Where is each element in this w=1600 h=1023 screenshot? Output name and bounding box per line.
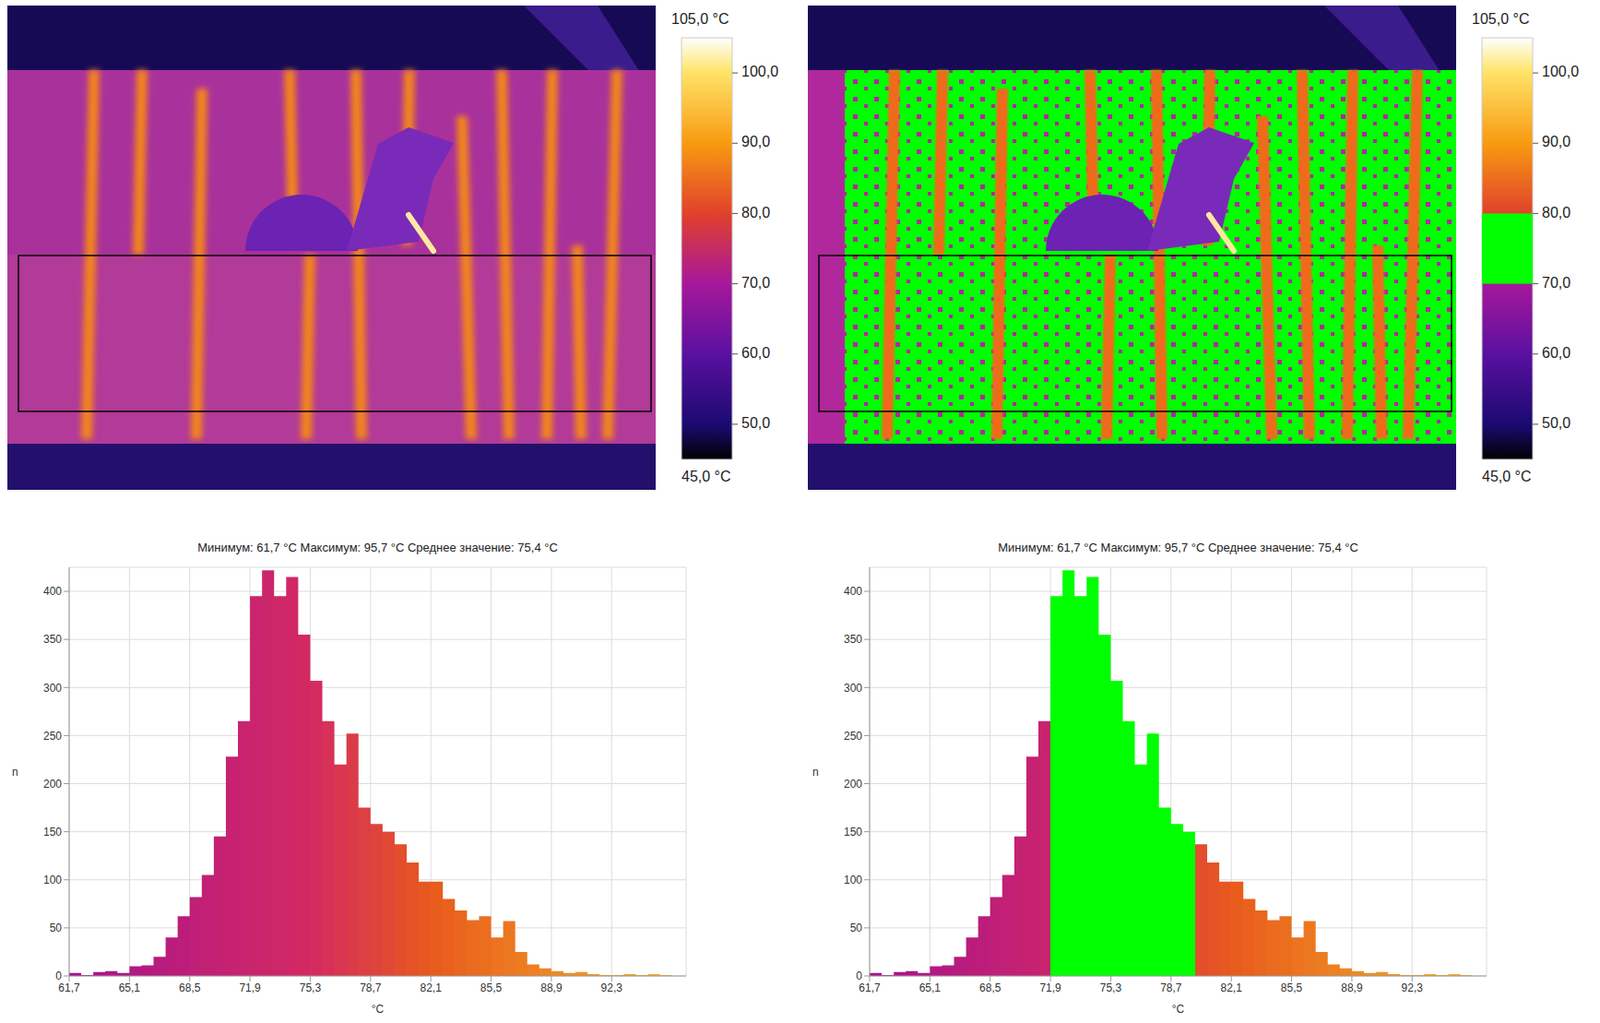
svg-text:45,0 °C: 45,0 °C bbox=[681, 468, 732, 485]
svg-text:68,5: 68,5 bbox=[979, 981, 1002, 995]
svg-text:n: n bbox=[11, 765, 19, 779]
svg-text:71,9: 71,9 bbox=[1039, 981, 1062, 995]
svg-text:70,0: 70,0 bbox=[1541, 274, 1571, 291]
svg-text:300: 300 bbox=[843, 681, 863, 695]
svg-text:105,0 °C: 105,0 °C bbox=[1471, 11, 1529, 27]
svg-text:°C: °C bbox=[371, 1002, 385, 1015]
html-text:Минимум: 61,7 °C Максимум: 95,: Минимум: 61,7 °C Максимум: 95,7 °C Средн… bbox=[997, 540, 1359, 555]
svg-text:60,0: 60,0 bbox=[1541, 344, 1571, 361]
svg-text:°C: °C bbox=[1172, 1002, 1186, 1015]
svg-text:350: 350 bbox=[843, 632, 863, 646]
svg-text:61,7: 61,7 bbox=[58, 981, 81, 995]
svg-text:200: 200 bbox=[43, 777, 62, 791]
svg-text:78,7: 78,7 bbox=[1160, 981, 1183, 995]
svg-text:0: 0 bbox=[55, 969, 62, 983]
svg-text:65,1: 65,1 bbox=[118, 981, 142, 995]
svg-text:100,0: 100,0 bbox=[741, 63, 779, 80]
svg-text:50: 50 bbox=[49, 921, 63, 935]
svg-text:82,1: 82,1 bbox=[1220, 981, 1243, 995]
svg-text:80,0: 80,0 bbox=[741, 204, 771, 221]
svg-text:92,3: 92,3 bbox=[601, 981, 624, 995]
svg-text:350: 350 bbox=[43, 632, 62, 646]
svg-text:50,0: 50,0 bbox=[741, 414, 771, 431]
svg-text:100: 100 bbox=[43, 873, 62, 887]
svg-text:82,1: 82,1 bbox=[419, 981, 442, 995]
svg-text:150: 150 bbox=[43, 825, 62, 839]
svg-text:71,9: 71,9 bbox=[238, 981, 261, 995]
svg-text:60,0: 60,0 bbox=[741, 344, 771, 361]
svg-text:50: 50 bbox=[850, 921, 864, 935]
svg-text:65,1: 65,1 bbox=[919, 981, 942, 995]
svg-text:150: 150 bbox=[843, 825, 863, 839]
svg-text:75,3: 75,3 bbox=[299, 981, 322, 995]
svg-text:92,3: 92,3 bbox=[1401, 981, 1424, 995]
svg-text:400: 400 bbox=[843, 584, 863, 598]
svg-text:70,0: 70,0 bbox=[741, 274, 771, 291]
svg-text:75,3: 75,3 bbox=[1100, 981, 1123, 995]
html-text:Минимум: 61,7 °C Максимум: 95,: Минимум: 61,7 °C Максимум: 95,7 °C Средн… bbox=[197, 540, 558, 555]
svg-text:85,5: 85,5 bbox=[480, 981, 503, 995]
svg-text:100: 100 bbox=[843, 873, 863, 887]
svg-text:100,0: 100,0 bbox=[1541, 63, 1579, 80]
svg-text:90,0: 90,0 bbox=[1541, 133, 1571, 150]
svg-text:78,7: 78,7 bbox=[359, 981, 382, 995]
svg-text:400: 400 bbox=[43, 584, 62, 598]
svg-text:61,7: 61,7 bbox=[858, 981, 881, 995]
svg-text:45,0 °C: 45,0 °C bbox=[1481, 468, 1532, 485]
svg-text:250: 250 bbox=[843, 729, 863, 743]
svg-text:80,0: 80,0 bbox=[1541, 204, 1571, 221]
svg-text:68,5: 68,5 bbox=[178, 981, 202, 995]
svg-text:250: 250 bbox=[43, 729, 62, 743]
svg-text:0: 0 bbox=[855, 969, 863, 983]
svg-text:88,9: 88,9 bbox=[1340, 981, 1363, 995]
svg-text:105,0 °C: 105,0 °C bbox=[671, 11, 729, 27]
svg-text:88,9: 88,9 bbox=[540, 981, 563, 995]
svg-text:85,5: 85,5 bbox=[1280, 981, 1304, 995]
svg-text:50,0: 50,0 bbox=[1541, 414, 1571, 431]
svg-text:200: 200 bbox=[843, 777, 863, 791]
svg-text:300: 300 bbox=[43, 681, 62, 695]
svg-text:90,0: 90,0 bbox=[741, 133, 771, 150]
svg-text:n: n bbox=[812, 765, 819, 779]
